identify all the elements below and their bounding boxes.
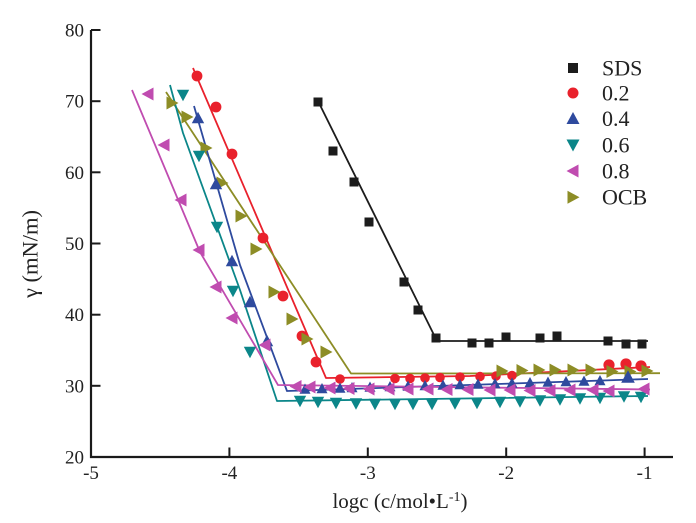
svg-text:γ (mN/m): γ (mN/m) <box>18 210 43 299</box>
svg-text:0.8: 0.8 <box>602 158 630 183</box>
svg-text:40: 40 <box>65 305 84 326</box>
svg-text:0.6: 0.6 <box>602 132 630 157</box>
svg-text:80: 80 <box>65 21 84 42</box>
svg-text:SDS: SDS <box>602 55 642 80</box>
svg-text:logc (c/mol•L-1): logc (c/mol•L-1) <box>332 489 467 513</box>
svg-text:OCB: OCB <box>602 185 647 210</box>
svg-text:0.2: 0.2 <box>602 80 630 105</box>
svg-text:-4: -4 <box>221 463 237 484</box>
svg-text:0.4: 0.4 <box>602 106 630 131</box>
svg-text:-2: -2 <box>498 463 514 484</box>
svg-text:30: 30 <box>65 376 84 397</box>
svg-text:20: 20 <box>65 448 84 469</box>
svg-text:60: 60 <box>65 163 84 184</box>
svg-text:50: 50 <box>65 234 84 255</box>
svg-text:70: 70 <box>65 92 84 113</box>
svg-text:-3: -3 <box>360 463 376 484</box>
svg-text:-5: -5 <box>83 463 99 484</box>
svg-text:-1: -1 <box>637 463 653 484</box>
